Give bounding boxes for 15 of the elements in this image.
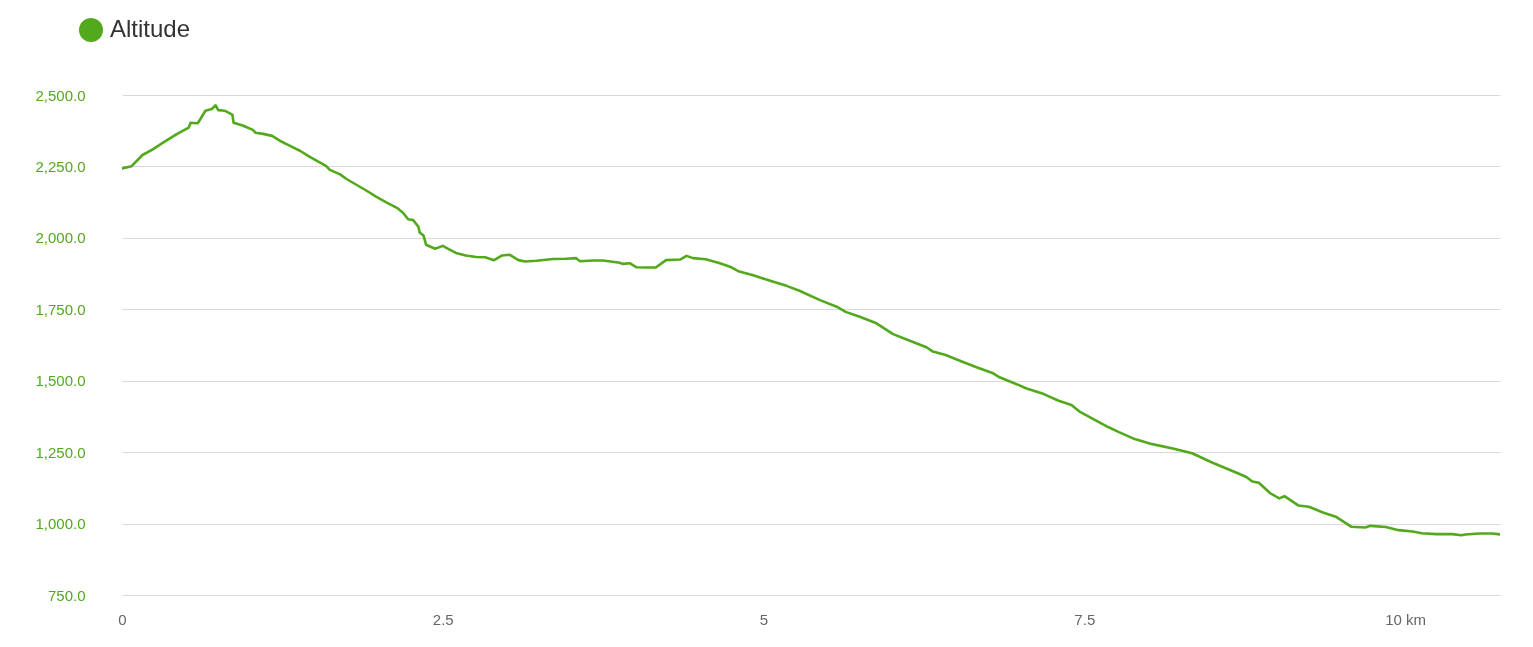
x-tick-label: 7.5 bbox=[1074, 610, 1096, 628]
x-tick-label: 5 bbox=[759, 610, 769, 628]
y-tick-label: 1,250.0 bbox=[35, 443, 86, 461]
x-tick-label: 0 bbox=[118, 610, 127, 628]
y-tick-label: 2,000.0 bbox=[35, 229, 86, 247]
y-tick-label: 1,000.0 bbox=[35, 515, 86, 533]
y-tick-label: 1,750.0 bbox=[35, 300, 86, 318]
y-tick-label: 2,500.0 bbox=[35, 86, 86, 104]
y-tick-label: 2,250.0 bbox=[35, 157, 86, 175]
line-series bbox=[122, 103, 1500, 537]
y-tick-label: 1,500.0 bbox=[35, 372, 86, 390]
y-tick-label: 750.0 bbox=[47, 586, 86, 604]
x-tick-label: 2.5 bbox=[432, 610, 454, 628]
legend-label: Altitude bbox=[110, 15, 191, 42]
x-tick-label: 10 km bbox=[1385, 610, 1426, 628]
